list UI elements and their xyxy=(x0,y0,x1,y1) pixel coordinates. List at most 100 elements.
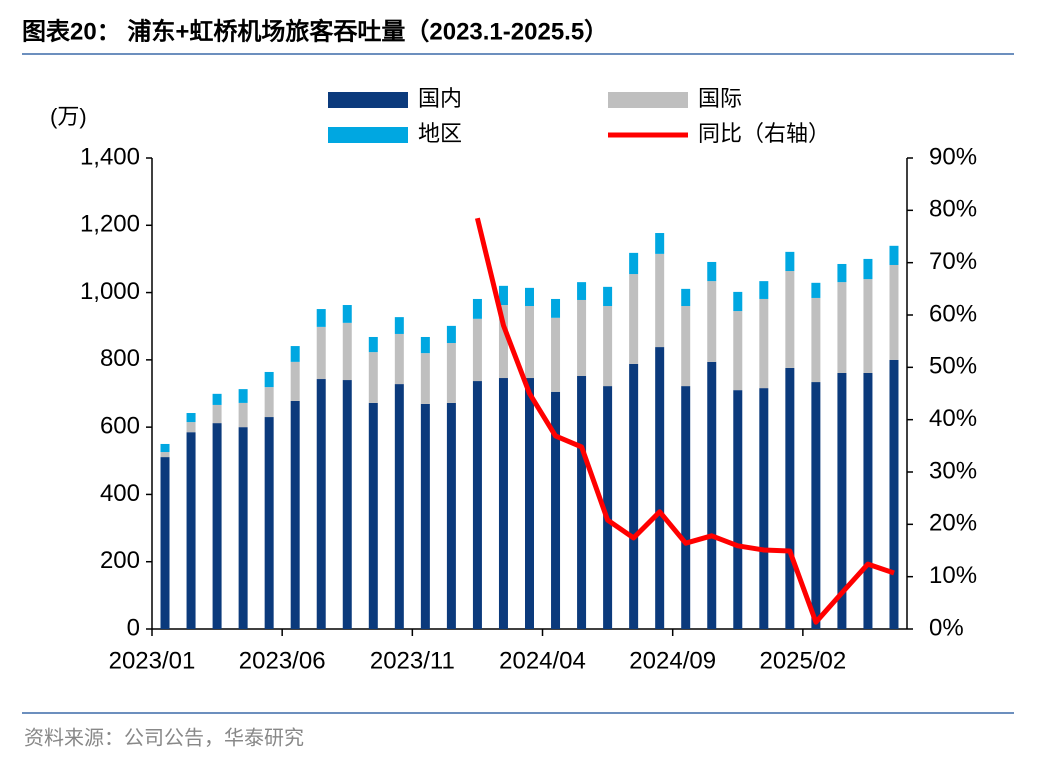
bar-segment xyxy=(655,347,665,629)
bar-segment xyxy=(238,402,248,428)
bar-segment xyxy=(290,400,300,629)
bar-segment xyxy=(472,298,482,319)
bar-segment xyxy=(498,285,508,306)
bar-segment xyxy=(733,390,743,629)
legend-label: 地区 xyxy=(418,121,462,146)
y2-tick-label: 90% xyxy=(929,143,977,170)
bar-segment xyxy=(889,359,899,629)
bar-segment xyxy=(629,274,639,364)
bar-segment xyxy=(186,432,196,629)
y2-tick-label: 60% xyxy=(929,300,977,327)
bar-segment xyxy=(290,361,300,401)
y2-tick-label: 10% xyxy=(929,562,977,589)
bar-segment xyxy=(707,261,717,282)
y2-tick-label: 0% xyxy=(929,614,964,641)
bar-segment xyxy=(472,381,482,629)
bar-segment xyxy=(863,279,873,373)
bar-segment xyxy=(811,297,821,383)
bar-segment xyxy=(186,422,196,433)
bar-segment xyxy=(316,379,326,629)
y2-tick-label: 20% xyxy=(929,510,977,537)
bar-segment xyxy=(551,317,561,392)
bar-segment xyxy=(577,299,587,377)
y2-tick-label: 40% xyxy=(929,405,977,432)
y2-tick-label: 70% xyxy=(929,248,977,275)
y2-tick-label: 50% xyxy=(929,353,977,380)
y-tick-label: 0 xyxy=(127,614,140,641)
bar-segment xyxy=(394,333,404,385)
bar-segment xyxy=(368,352,378,403)
bar-segment xyxy=(186,413,196,423)
bar-segment xyxy=(785,251,795,272)
bar-segment xyxy=(264,387,274,418)
y-tick-label: 400 xyxy=(100,480,140,507)
bar-segment xyxy=(316,309,326,327)
bar-segment xyxy=(733,311,743,391)
bar-segment xyxy=(603,386,613,629)
bar-segment xyxy=(420,336,430,354)
y-tick-label: 600 xyxy=(100,412,140,439)
bar-segment xyxy=(446,325,456,344)
bar-segment xyxy=(603,306,613,387)
source-note: 资料来源：公司公告，华泰研究 xyxy=(24,726,304,749)
bar-segment xyxy=(160,452,170,458)
bar-segment xyxy=(160,443,170,453)
bar-segment xyxy=(577,376,587,629)
legend-label: 国际 xyxy=(698,86,742,111)
bar-segment xyxy=(863,258,873,280)
legend-swatch xyxy=(328,127,408,143)
bar-segment xyxy=(498,305,508,379)
y-tick-label: 1,200 xyxy=(80,211,140,238)
bar-segment xyxy=(212,393,222,405)
bar-segment xyxy=(420,403,430,629)
bar-segment xyxy=(681,288,691,307)
x-tick-label: 2024/09 xyxy=(629,647,716,674)
bar-segment xyxy=(629,363,639,629)
bar-segment xyxy=(342,322,352,381)
x-tick-label: 2023/06 xyxy=(239,647,326,674)
bar-segment xyxy=(681,386,691,629)
legend-swatch xyxy=(328,92,408,108)
bar-segment xyxy=(394,384,404,629)
bar-segment xyxy=(342,380,352,629)
bar-segment xyxy=(446,402,456,629)
x-tick-label: 2024/04 xyxy=(499,647,586,674)
bar-segment xyxy=(472,318,482,382)
bar-segment xyxy=(837,282,847,373)
bar-segment xyxy=(551,298,561,318)
y-tick-label: 800 xyxy=(100,345,140,372)
bar-segment xyxy=(759,281,769,299)
bar-segment xyxy=(316,326,326,380)
bar-segment xyxy=(863,372,873,629)
bar-segment xyxy=(525,306,534,379)
y-tick-label: 200 xyxy=(100,547,140,574)
bar-segment xyxy=(655,253,665,348)
bar-segment xyxy=(837,263,847,283)
bar-segment xyxy=(212,423,222,629)
bar-segment xyxy=(264,371,274,388)
bar-segment xyxy=(759,298,769,389)
bar-segment xyxy=(160,457,170,629)
bar-segment xyxy=(785,367,795,629)
y-tick-label: 1,000 xyxy=(80,278,140,305)
legend-swatch xyxy=(608,92,688,108)
bar-segment xyxy=(525,378,534,629)
bar-segment xyxy=(837,372,847,629)
x-tick-label: 2023/11 xyxy=(370,647,455,674)
bar-segment xyxy=(759,388,769,629)
bar-segment xyxy=(707,281,717,362)
bar-segment xyxy=(290,346,300,362)
bar-segment xyxy=(238,427,248,629)
bar-segment xyxy=(446,343,456,403)
bar-segment xyxy=(811,382,821,629)
bar-segment xyxy=(889,264,899,360)
bar-segment xyxy=(498,378,508,629)
bar-segment xyxy=(551,391,561,629)
y2-tick-label: 80% xyxy=(929,196,977,223)
line-series xyxy=(474,217,895,625)
bar-segment xyxy=(603,286,613,307)
x-tick-label: 2023/01 xyxy=(109,647,196,674)
legend-label: 国内 xyxy=(418,86,462,111)
bar-segment xyxy=(889,245,899,265)
